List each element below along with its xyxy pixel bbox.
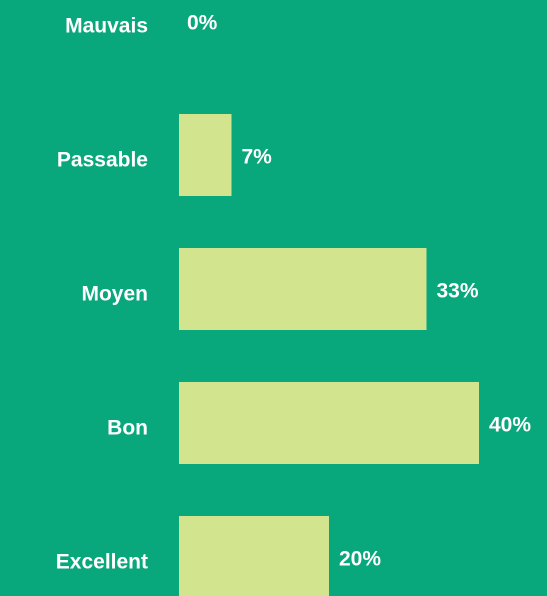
bar (179, 248, 427, 330)
category-label: Passable (57, 149, 148, 172)
value-label: 40% (489, 414, 531, 437)
value-label: 0% (187, 12, 218, 35)
bar (179, 516, 329, 596)
value-label: 7% (242, 146, 273, 169)
value-label: 20% (339, 548, 381, 571)
category-label: Moyen (81, 283, 148, 306)
category-label: Excellent (56, 551, 148, 574)
bar (179, 382, 479, 464)
value-label: 33% (437, 280, 479, 303)
bar (179, 114, 232, 196)
category-label: Bon (107, 417, 148, 440)
category-label: Mauvais (65, 15, 148, 38)
